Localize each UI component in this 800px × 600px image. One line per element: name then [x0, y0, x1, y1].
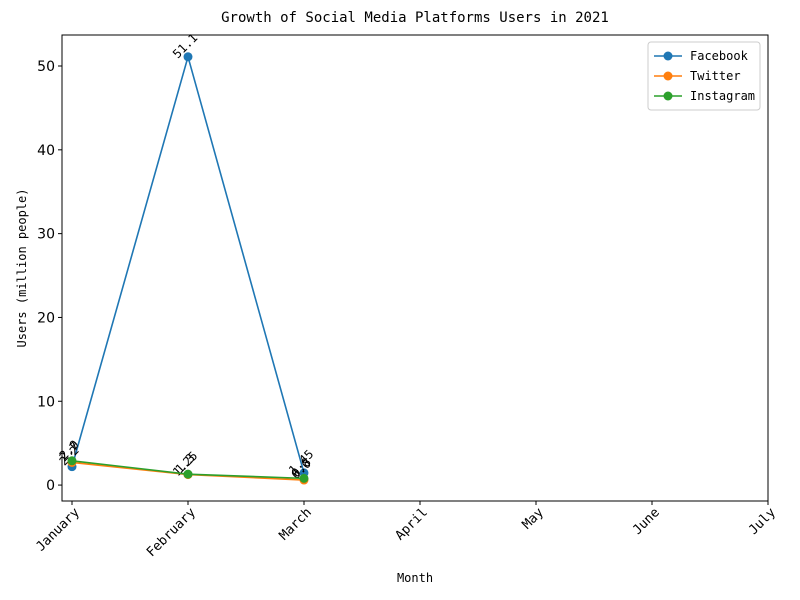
legend-marker	[663, 71, 673, 81]
data-point	[183, 52, 193, 62]
y-tick-label: 10	[37, 394, 55, 410]
legend-label: Twitter	[690, 69, 741, 83]
legend-label: Facebook	[690, 49, 749, 63]
data-point	[67, 456, 77, 466]
y-tick-label: 50	[37, 59, 55, 75]
legend-marker	[663, 51, 673, 61]
y-tick-label: 0	[46, 478, 55, 494]
y-tick-label: 30	[37, 227, 55, 243]
x-axis-label: Month	[397, 571, 433, 585]
data-point	[183, 469, 193, 479]
data-point	[299, 473, 309, 483]
legend-marker	[663, 91, 673, 101]
chart-title: Growth of Social Media Platforms Users i…	[221, 10, 609, 26]
legend-label: Instagram	[690, 89, 755, 103]
y-axis-label: Users (million people)	[15, 189, 29, 348]
plot-frame	[61, 34, 769, 502]
y-tick-label: 40	[37, 143, 55, 159]
y-tick-label: 20	[37, 310, 55, 326]
legend-box	[647, 41, 761, 111]
